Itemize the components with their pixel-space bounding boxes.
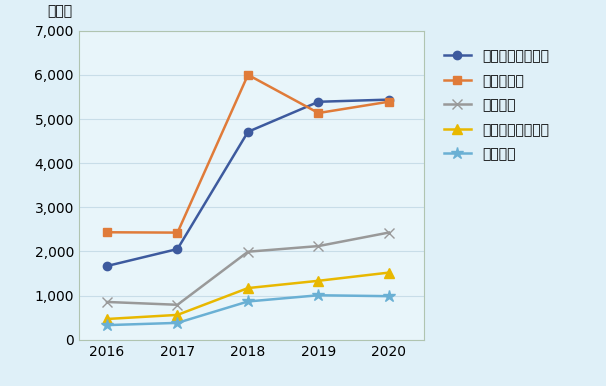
サウスカロライナ <box>174 313 181 317</box>
Line: サウスカロライナ: サウスカロライナ <box>102 268 394 324</box>
サウスカロライナ <box>315 278 322 283</box>
アラバマ <box>174 320 181 325</box>
ノースカロライナ <box>244 129 251 134</box>
ノースカロライナ <box>174 247 181 251</box>
ノースカロライナ <box>315 100 322 104</box>
サウスカロライナ <box>385 270 393 275</box>
テネシー <box>104 300 111 304</box>
テネシー <box>244 249 251 254</box>
ジョージア <box>315 111 322 115</box>
Legend: ノースカロライナ, ジョージア, テネシー, サウスカロライナ, アラバマ: ノースカロライナ, ジョージア, テネシー, サウスカロライナ, アラバマ <box>438 44 555 167</box>
ジョージア <box>244 73 251 77</box>
アラバマ <box>315 293 322 298</box>
テネシー <box>174 303 181 307</box>
ジョージア <box>385 99 393 104</box>
Line: ノースカロライナ: ノースカロライナ <box>103 95 393 270</box>
サウスカロライナ <box>104 317 111 321</box>
アラバマ <box>104 323 111 327</box>
ジョージア <box>104 230 111 235</box>
アラバマ <box>244 299 251 304</box>
Line: テネシー: テネシー <box>102 228 394 310</box>
Line: ジョージア: ジョージア <box>103 71 393 237</box>
テネシー <box>315 244 322 248</box>
Text: （台）: （台） <box>48 5 73 19</box>
ノースカロライナ <box>385 97 393 102</box>
ノースカロライナ <box>104 264 111 268</box>
ジョージア <box>174 230 181 235</box>
テネシー <box>385 230 393 235</box>
Line: アラバマ: アラバマ <box>101 289 395 331</box>
アラバマ <box>385 294 393 298</box>
サウスカロライナ <box>244 286 251 290</box>
